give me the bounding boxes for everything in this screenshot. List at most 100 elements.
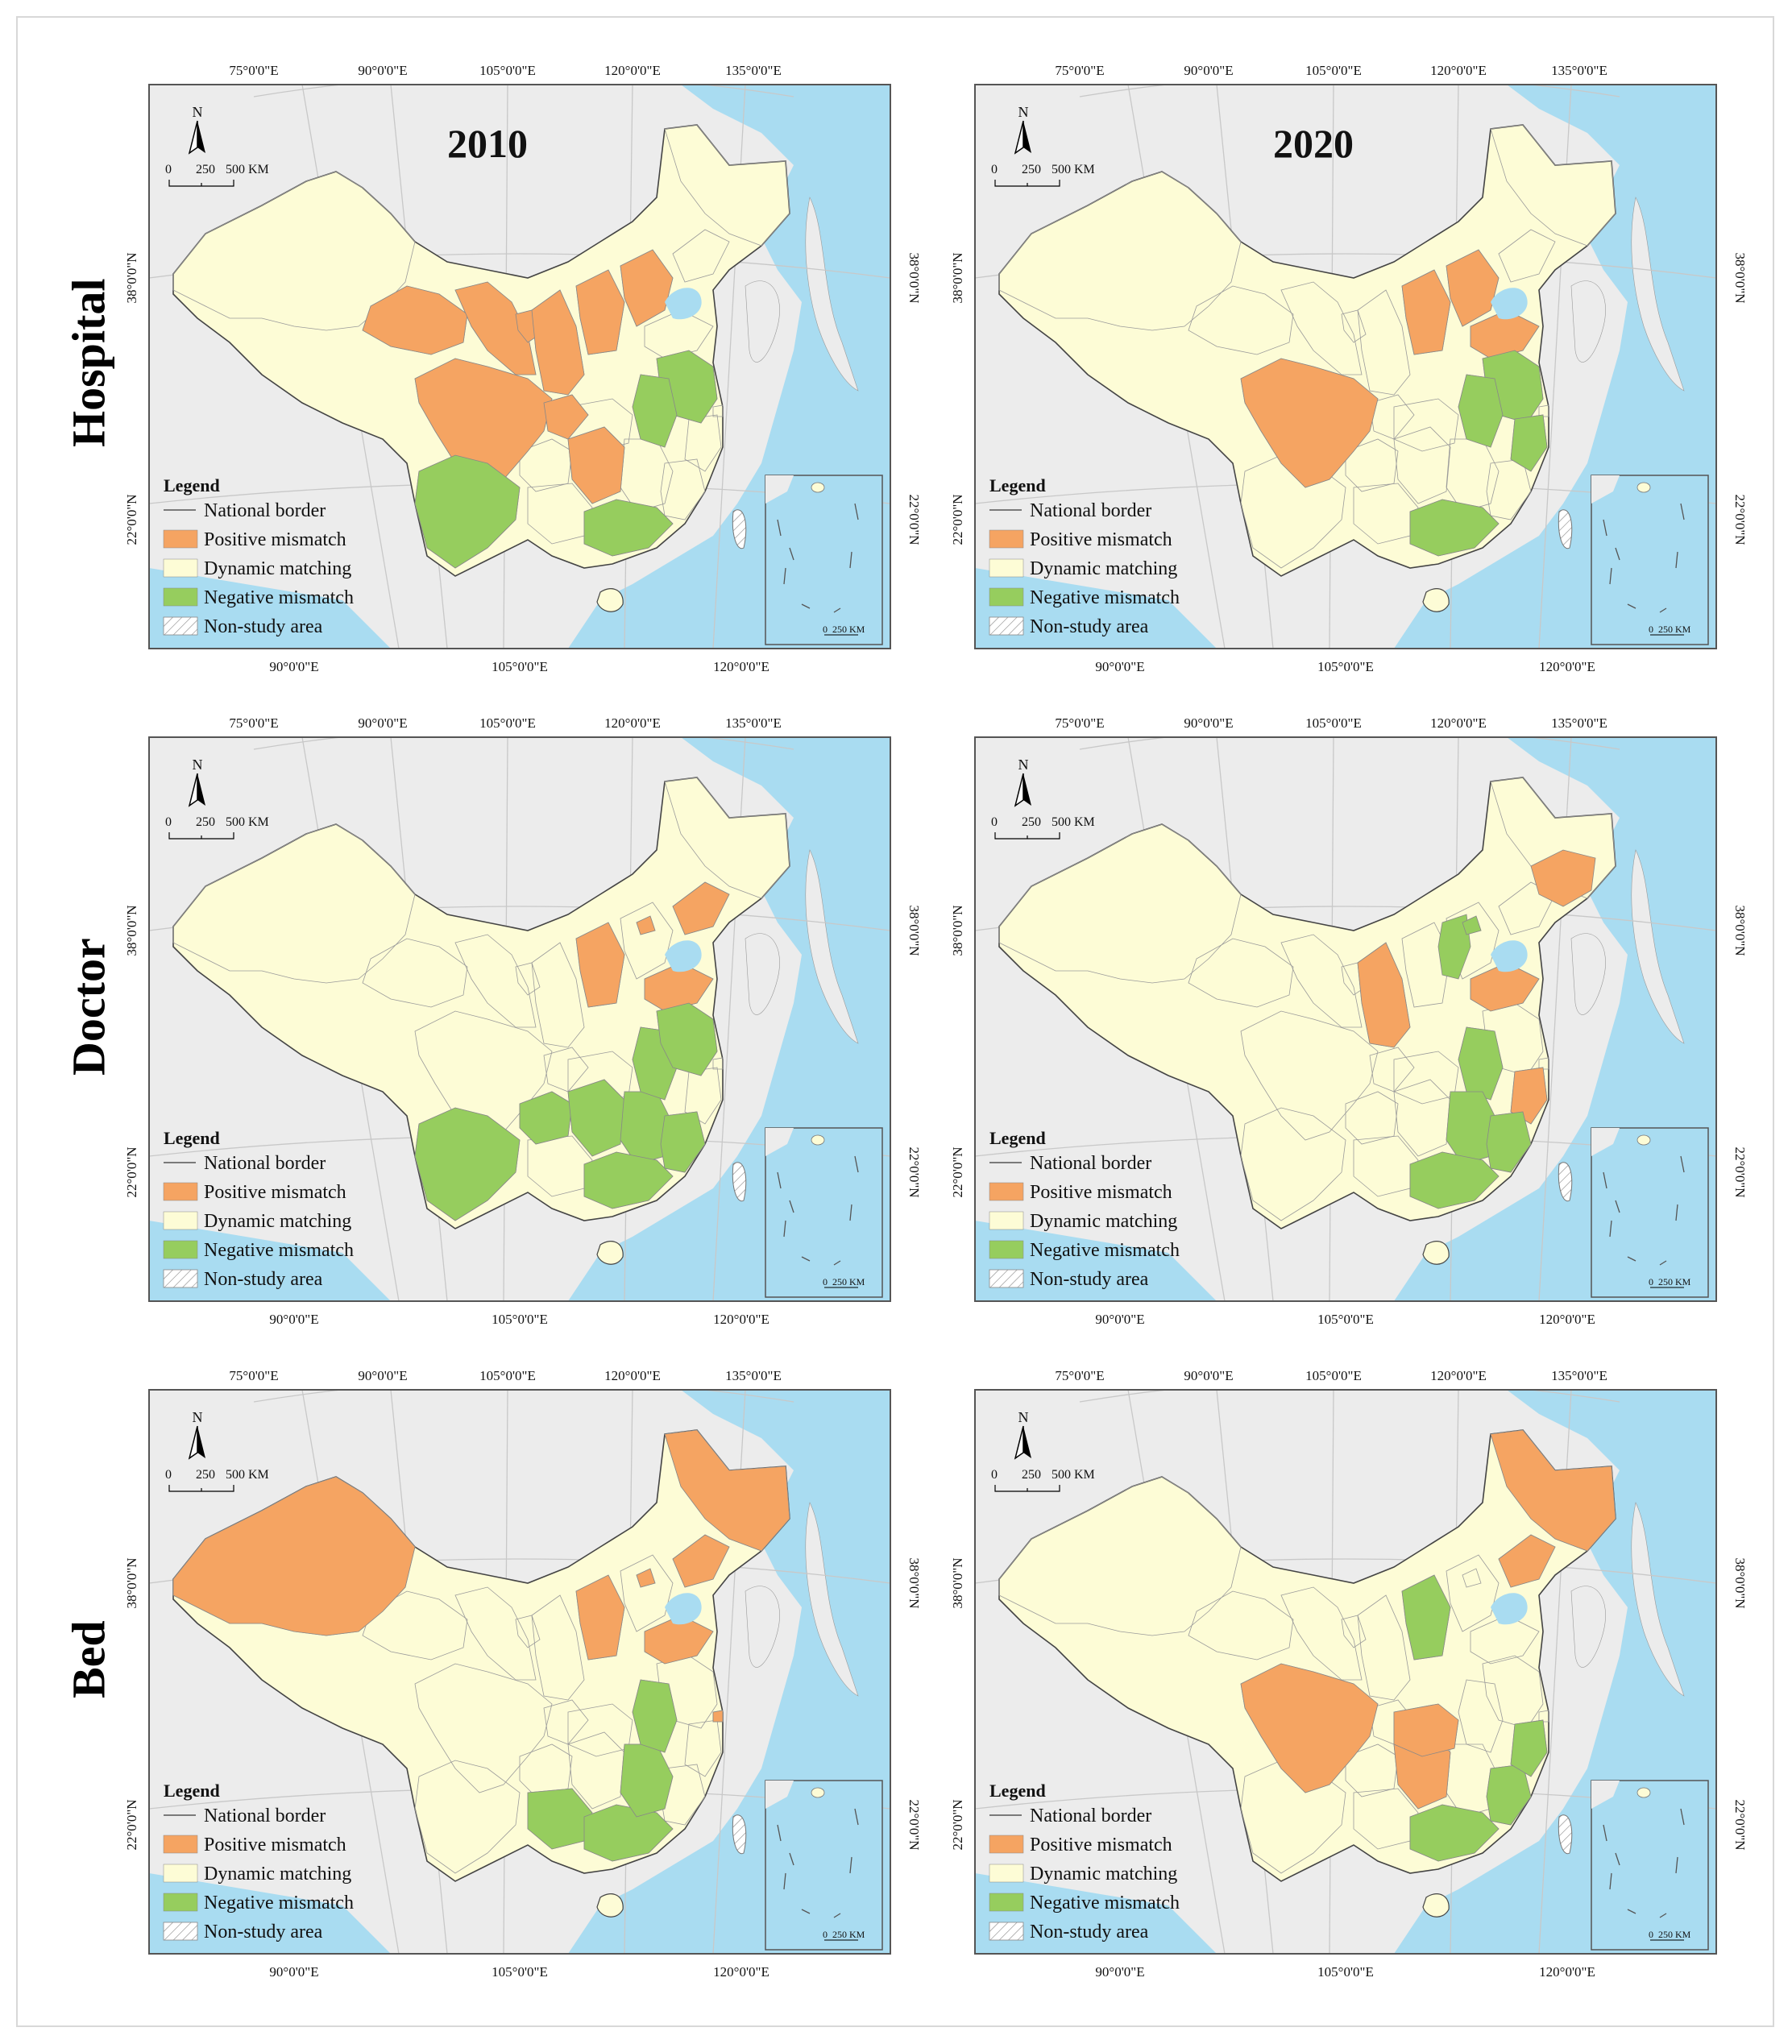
legend-item-label: Dynamic matching: [204, 1211, 351, 1232]
scale-label: 0: [165, 163, 172, 176]
nine-dash-line: [789, 1200, 794, 1213]
south-china-sea-inset: 0 250 KM: [765, 1127, 883, 1298]
region-positive-hebei: [1446, 249, 1500, 327]
province-outline: [454, 1586, 537, 1681]
inset-hainan: [1636, 482, 1651, 493]
region-negative-fujian: [660, 1111, 706, 1173]
bohai-sea: [665, 288, 702, 320]
province-outline: [414, 1760, 521, 1874]
province-outline: [1538, 1710, 1549, 1723]
top-longitude-label: 75°0'0"E: [1055, 63, 1104, 78]
legend-swatch: [163, 1864, 198, 1883]
nine-dash-line: [1603, 519, 1607, 537]
left-latitude-label: 38°0'0"N: [950, 1557, 965, 1608]
legend-hatch-swatch: [989, 616, 1024, 636]
taiwan-non-study: [1558, 1162, 1573, 1202]
bohai-sea: [665, 1593, 702, 1625]
korea-peninsula: [745, 280, 780, 363]
north-arrow-icon: N: [1014, 1409, 1031, 1460]
province-outline: [1393, 1079, 1451, 1157]
legend-item-label: Positive mismatch: [1030, 529, 1172, 550]
inset-scale-label: 250 KM: [832, 624, 865, 635]
province-outline: [1341, 1615, 1367, 1648]
nine-dash-line: [1659, 1260, 1667, 1266]
legend: Legend National border Positive mismatch Dy…: [163, 1781, 354, 1942]
hainan-island: [596, 1893, 624, 1918]
nine-dash-line: [1680, 1808, 1685, 1826]
province-outline: [454, 934, 537, 1028]
province-outline: [1538, 404, 1549, 417]
top-longitude-label: 120°0'0"E: [1430, 1368, 1487, 1383]
map-panel-doctor-2020: 0 250 KM N 0 250 500 KM 75°0'0"E 90°0'0"E 105°0'…: [950, 715, 1748, 1327]
nine-dash-line: [1615, 1852, 1620, 1866]
nine-dash-line: [854, 1155, 859, 1173]
province-outline: [1341, 962, 1367, 996]
region-negative-guangdong: [1409, 1151, 1500, 1209]
region-negative-jiangsu: [656, 1002, 718, 1076]
legend-item-label: Positive mismatch: [204, 1835, 346, 1855]
province-outline: [1498, 229, 1556, 283]
scalebar: 0 250 500 KM: [165, 1468, 269, 1492]
map-area: 0 250 KM: [975, 1390, 1716, 1954]
province-outline: [1357, 1594, 1411, 1701]
parallel-line: [1079, 737, 1620, 750]
top-longitude-label: 135°0'0"E: [1551, 715, 1607, 731]
bottom-longitude-label: 120°0'0"E: [1539, 659, 1595, 674]
scalebar: 0 250 500 KM: [991, 163, 1095, 187]
taiwan-non-study: [732, 1162, 747, 1202]
map-panel-hospital-2020: 0 250 KM N 0 250 500 KM 2020 75°0'0"E 90°0'0"E 10…: [950, 63, 1748, 674]
top-longitude-label: 90°0'0"E: [1184, 715, 1233, 731]
bottom-longitude-label: 105°0'0"E: [492, 1964, 548, 1980]
hainan-island: [1422, 588, 1450, 612]
top-longitude-label: 105°0'0"E: [1305, 715, 1362, 731]
scale-label: 500 KM: [1052, 163, 1095, 176]
left-latitude-label: 22°0'0"N: [950, 1146, 965, 1197]
nine-dash-line: [789, 1852, 794, 1866]
legend-item-label: Positive mismatch: [1030, 1835, 1172, 1855]
legend-swatch: [163, 1835, 198, 1854]
province-outline: [1240, 1107, 1346, 1221]
north-label: N: [1018, 104, 1029, 120]
map-frame: [974, 84, 1717, 649]
north-arrow-icon: N: [188, 1409, 205, 1460]
japan-islands: [1631, 1502, 1685, 1697]
province-outline: [1188, 938, 1294, 1008]
japan-islands: [805, 197, 859, 392]
nine-dash-line: [777, 1824, 782, 1842]
sea-southwest: [149, 1873, 391, 1954]
province-outline: [531, 1594, 585, 1701]
hainan-island: [596, 588, 624, 612]
top-longitude-label: 90°0'0"E: [358, 1368, 407, 1383]
region-negative-shanxi: [1401, 1574, 1451, 1660]
top-longitude-label: 75°0'0"E: [1055, 715, 1104, 731]
map-panel-hospital-2010: 0 250 KM N 0 250 500 KM 2010 75°0'0"E 90°0'0"E 10…: [124, 63, 922, 674]
map-panel-bed-2020: 0 250 KM N 0 250 500 KM 75°0'0"E 90°0'0"E 105°0'…: [950, 1368, 1748, 1980]
china-mainland: [998, 124, 1616, 577]
bohai-sea: [1491, 1593, 1528, 1625]
legend-item-label: National border: [204, 1806, 326, 1826]
region-positive-gansu: [454, 281, 537, 375]
region-positive-liaoning: [672, 881, 730, 935]
legend: Legend National border Positive mismatch Dy…: [989, 1128, 1180, 1290]
legend-item-label: National border: [1030, 500, 1151, 521]
left-latitude-label: 38°0'0"N: [950, 905, 965, 956]
scale-label: 0: [991, 1468, 998, 1482]
right-latitude-label: 38°0'0"N: [906, 252, 922, 303]
province-outline: [1458, 1679, 1504, 1753]
inset-land: [1591, 1128, 1620, 1156]
nine-dash-line: [789, 547, 794, 561]
region-positive-sichuan: [1240, 358, 1379, 488]
region-negative-anhui: [632, 374, 678, 448]
inset-hainan: [811, 482, 825, 493]
province-outline: [1188, 1590, 1294, 1660]
nine-dash-line: [854, 1808, 859, 1826]
region-positive-qinghai: [362, 285, 468, 355]
top-longitude-label: 105°0'0"E: [1305, 63, 1362, 78]
legend-item-label: Dynamic matching: [1030, 558, 1177, 579]
region-positive-xinjiang: [172, 1476, 416, 1636]
legend-item-label: Positive mismatch: [204, 529, 346, 550]
map-frame: [148, 84, 891, 649]
inset-hainan: [811, 1787, 825, 1798]
bottom-longitude-label: 120°0'0"E: [713, 659, 769, 674]
province-outline: [515, 962, 541, 996]
